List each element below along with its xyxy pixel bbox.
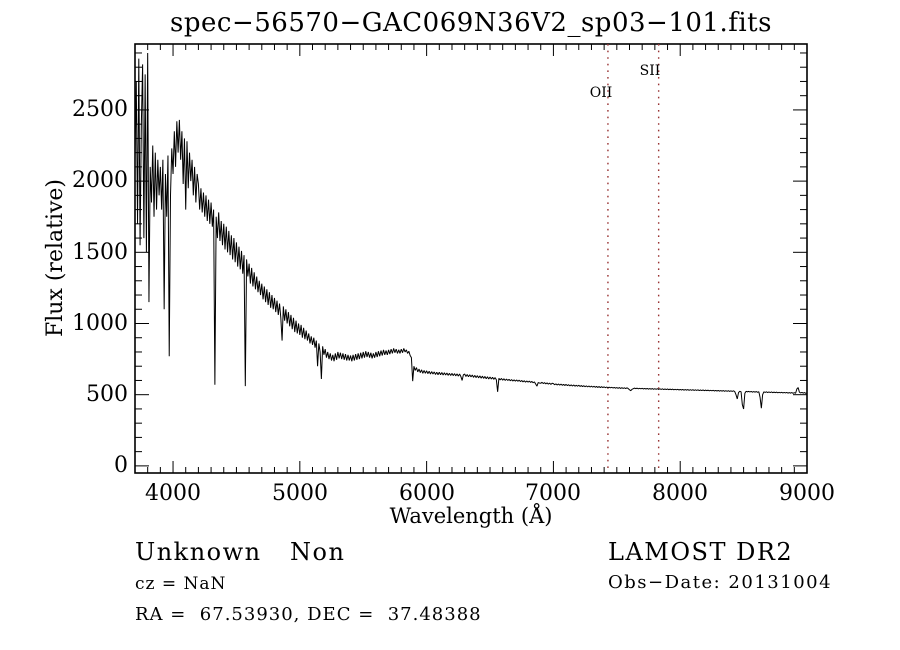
plot-title: spec−56570−GAC069N36V2_sp03−101.fits <box>170 8 772 38</box>
spectral-line-markers <box>607 44 660 473</box>
ra-dec-text: RA = 67.53930, DEC = 37.48388 <box>135 604 482 625</box>
line-label-oii: OII <box>589 85 613 101</box>
y-axis-ticks <box>135 52 807 467</box>
object-class-label: Unknown <box>135 538 262 566</box>
x-tick-label: 5000 <box>272 481 328 506</box>
y-tick-label: 1500 <box>72 240 128 265</box>
y-tick-label: 2500 <box>72 97 128 122</box>
plot-frame <box>134 43 808 474</box>
x-tick-label: 6000 <box>399 481 455 506</box>
x-tick-label: 8000 <box>652 481 708 506</box>
x-axis-ticks <box>147 44 808 473</box>
x-tick-label: 9000 <box>779 481 835 506</box>
obs-date-text: Obs−Date: 20131004 <box>608 572 833 593</box>
x-axis-label: Wavelength (Å) <box>389 504 553 528</box>
cz-value-text: cz = NaN <box>135 574 227 594</box>
survey-release-label: LAMOST DR2 <box>608 538 794 566</box>
x-tick-label: 4000 <box>145 481 201 506</box>
object-subclass-label: Non <box>290 538 346 566</box>
y-tick-label: 0 <box>114 453 128 478</box>
y-tick-label: 1000 <box>72 311 128 336</box>
spectrum-curve <box>134 52 808 410</box>
y-tick-label: 500 <box>86 382 128 407</box>
y-axis-label: Flux (relative) <box>43 178 68 338</box>
x-tick-label: 7000 <box>525 481 581 506</box>
line-label-sii: SII <box>639 63 661 79</box>
y-tick-label: 2000 <box>72 168 128 193</box>
